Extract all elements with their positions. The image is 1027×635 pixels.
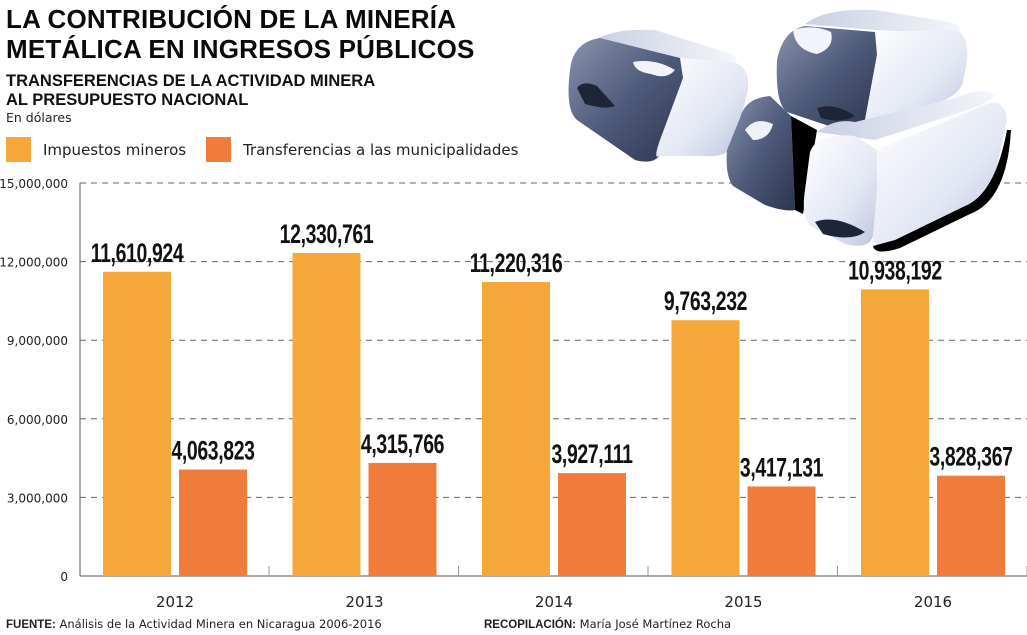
source-label: FUENTE:: [6, 619, 56, 631]
data-label: 12,330,761: [280, 219, 374, 249]
silver-bar-top: [776, 9, 968, 131]
x-tick-label: 2015: [724, 593, 762, 611]
subtitle-line-1: TRANSFERENCIAS DE LA ACTIVIDAD MINERA: [6, 72, 376, 90]
bar-impuestos-2016: [861, 289, 929, 576]
bar-transferencias-2015: [747, 486, 816, 576]
bar-transferencias-2014: [558, 473, 626, 576]
data-label: 4,063,823: [171, 435, 255, 465]
data-label: 10,938,192: [848, 255, 942, 285]
data-label: 4,315,766: [361, 429, 445, 459]
source-note: FUENTE: Análisis de la Actividad Minera …: [6, 617, 382, 631]
data-label: 11,610,924: [91, 238, 184, 268]
y-tick-label: 3,000,000: [7, 491, 68, 505]
bar-transferencias-2016: [937, 475, 1005, 576]
data-label: 3,927,111: [551, 439, 632, 469]
title-line-1: LA CONTRIBUCIÓN DE LA MINERÍA: [6, 4, 457, 34]
subtitle-line-2: AL PRESUPUESTO NACIONAL: [6, 91, 249, 109]
x-tick-label: 2013: [345, 593, 383, 611]
bar-impuestos-2012: [103, 271, 171, 576]
data-label: 3,828,367: [929, 442, 1013, 472]
unit-label: En dólares: [6, 110, 72, 125]
y-tick-label: 12,000,000: [0, 256, 68, 270]
silver-bar-bottom-right: [803, 91, 1011, 252]
silver-bars-icon: [568, 9, 1011, 252]
legend-item-impuestos: Impuestos mineros: [6, 137, 186, 162]
y-tick-label: 0: [60, 570, 68, 584]
source-text: Análisis de la Actividad Minera en Nicar…: [59, 617, 382, 631]
data-label: 3,417,131: [740, 452, 824, 482]
bar-impuestos-2014: [482, 282, 550, 576]
x-tick-label: 2014: [535, 593, 573, 611]
chart-title: LA CONTRIBUCIÓN DE LA MINERÍA METÁLICA E…: [6, 4, 475, 64]
bar-transferencias-2012: [179, 469, 247, 576]
silver-bar-bottom-left: [726, 96, 817, 214]
compiled-note: RECOPILACIÓN: María José Martínez Rocha: [484, 617, 731, 631]
bar-impuestos-2015: [671, 320, 740, 576]
legend: Impuestos mineros Transferencias a las m…: [6, 137, 538, 162]
data-label: 9,763,232: [664, 286, 748, 316]
chart-subtitle: TRANSFERENCIAS DE LA ACTIVIDAD MINERA AL…: [6, 72, 375, 110]
bar-transferencias-2013: [368, 462, 437, 576]
y-tick-label: 9,000,000: [7, 334, 68, 348]
compiled-label: RECOPILACIÓN:: [484, 619, 576, 631]
y-tick-label: 6,000,000: [7, 413, 68, 427]
legend-swatch-impuestos: [6, 137, 31, 162]
legend-swatch-transferencias: [206, 137, 232, 162]
legend-label-transferencias: Transferencias a las municipalidades: [243, 140, 519, 159]
compiled-text: María José Martínez Rocha: [579, 617, 732, 631]
x-tick-label: 2012: [156, 593, 194, 611]
silver-bar-left: [568, 29, 749, 162]
x-tick-label: 2016: [914, 593, 952, 611]
legend-item-transferencias: Transferencias a las municipalidades: [206, 137, 518, 162]
y-tick-label: 15,000,000: [0, 177, 68, 191]
data-label: 11,220,316: [470, 248, 563, 278]
bar-impuestos-2013: [292, 252, 361, 576]
title-line-2: METÁLICA EN INGRESOS PÚBLICOS: [6, 34, 475, 64]
legend-label-impuestos: Impuestos mineros: [43, 140, 187, 159]
